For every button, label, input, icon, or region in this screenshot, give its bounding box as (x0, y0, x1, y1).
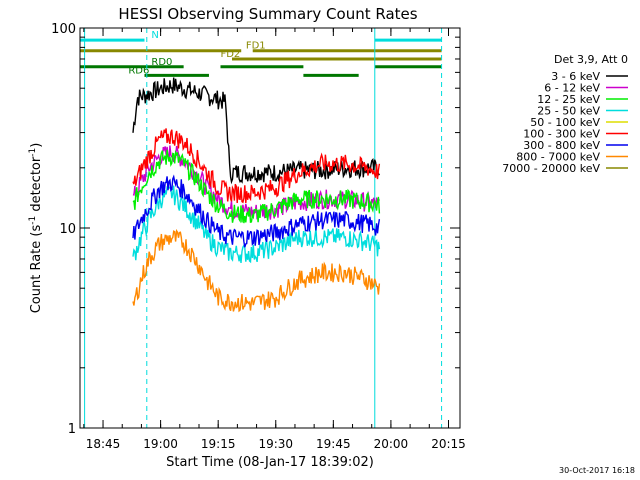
y-axis-label: Count Rate (s-1 detector-1) (28, 143, 44, 314)
x-tick-label-5: 20:00 (374, 437, 409, 451)
series-line-3 (132, 185, 381, 264)
legend-header: Det 3,9, Att 0 (554, 53, 628, 66)
x-tick-label-3: 19:30 (258, 437, 293, 451)
y-axis: 1 10 100 (51, 22, 460, 437)
legend-label-0: 3 - 6 keV (551, 70, 600, 83)
flag-label-n: N (151, 30, 158, 41)
x-axis: 18:45 19:00 19:15 19:30 19:45 20:00 20:15 (83, 28, 466, 451)
x-tick-label-4: 19:45 (316, 437, 351, 451)
legend-label-8: 7000 - 20000 keV (502, 162, 600, 175)
x-tick-label-2: 19:15 (201, 437, 236, 451)
flag-label-fd2: FD2 (220, 49, 240, 60)
x-axis-label: Start Time (08-Jan-17 18:39:02) (166, 455, 374, 470)
y-axis-label-sup2: -1 (28, 148, 38, 157)
y-tick-label-2: 100 (51, 22, 76, 37)
series-lines (132, 77, 381, 313)
series-line-6 (132, 174, 381, 248)
flag-label-fd1: FD1 (246, 41, 266, 52)
legend-label-3: 25 - 50 keV (537, 105, 600, 118)
y-axis-label-main: Count Rate (s (29, 225, 44, 314)
series-line-2 (132, 149, 381, 224)
legend-label-2: 12 - 25 keV (537, 93, 600, 106)
flag-label-rd6: RD6 (128, 65, 149, 76)
legend-label-4: 50 - 100 keV (530, 116, 600, 129)
y-axis-label-mid: detector (29, 156, 44, 216)
chart-title: HESSI Observing Summary Count Rates (118, 5, 417, 23)
legend-label-6: 300 - 800 keV (523, 139, 600, 152)
y-axis-label-end: ) (29, 143, 44, 148)
legend-label-1: 6 - 12 keV (544, 82, 600, 95)
legend-label-5: 100 - 300 keV (523, 128, 600, 141)
series-line-7 (132, 228, 381, 313)
y-tick-label-0: 1 (68, 422, 76, 437)
footer-timestamp: 30-Oct-2017 16:18 (559, 466, 635, 475)
legend-label-7: 800 - 7000 keV (516, 151, 600, 164)
series-line-5 (132, 128, 381, 204)
y-axis-label-sup: -1 (28, 216, 38, 225)
x-tick-label-0: 18:45 (86, 437, 121, 451)
x-tick-label-6: 20:15 (431, 437, 466, 451)
flag-label-rd0: RD0 (151, 57, 172, 68)
x-tick-label-1: 19:00 (143, 437, 178, 451)
series-line-0 (132, 77, 380, 185)
y-tick-label-1: 10 (59, 222, 76, 237)
